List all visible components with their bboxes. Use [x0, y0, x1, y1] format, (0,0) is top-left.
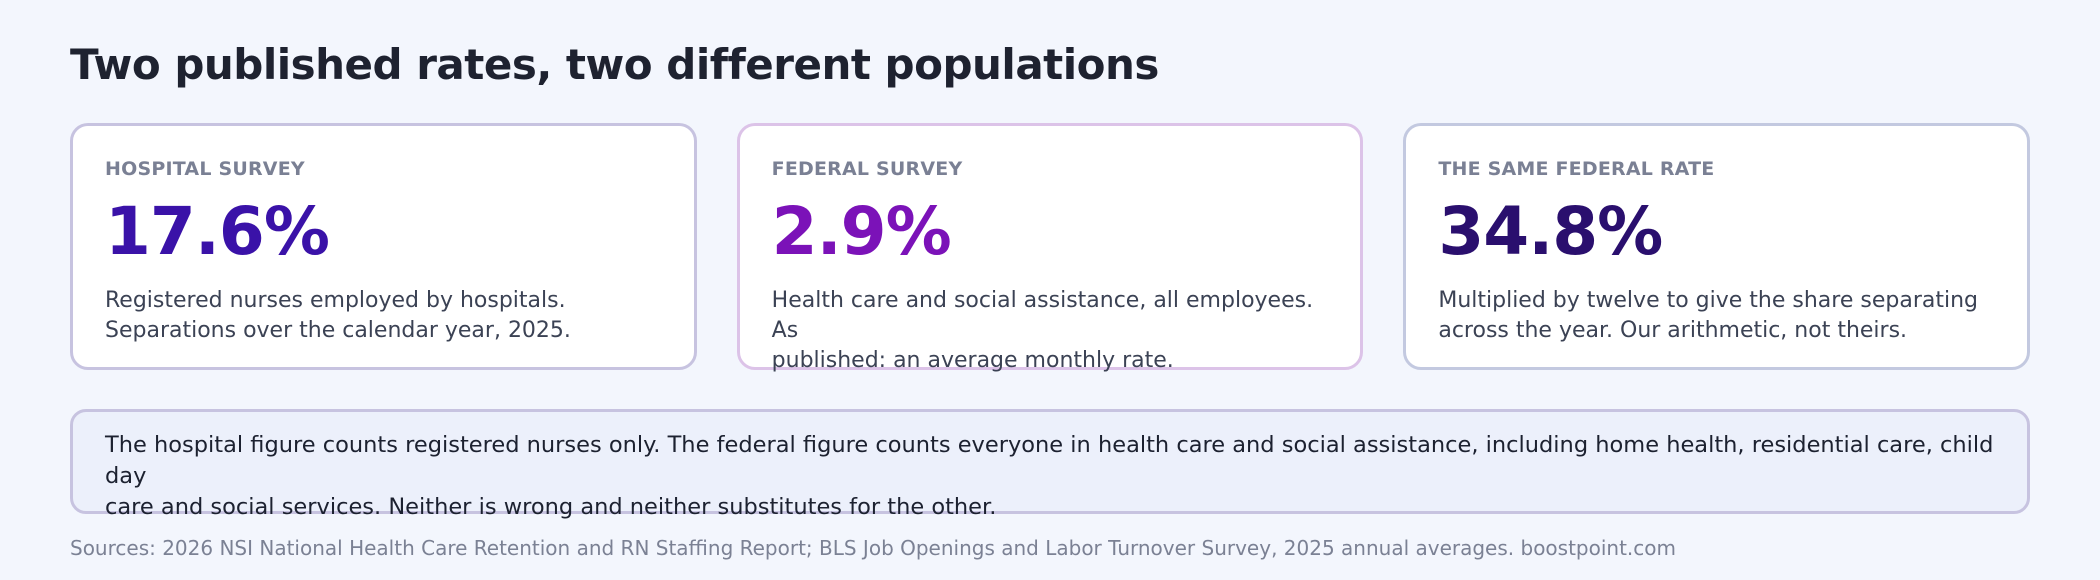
- hospital-survey-card: HOSPITAL SURVEY 17.6% Registered nurses …: [70, 123, 697, 370]
- card-description-line: published: an average monthly rate.: [771, 348, 1174, 373]
- stat-cards: HOSPITAL SURVEY 17.6% Registered nurses …: [70, 123, 2031, 373]
- note-line: The hospital figure counts registered nu…: [105, 432, 1994, 489]
- card-value: 34.8%: [1438, 193, 1663, 270]
- card-label: THE SAME FEDERAL RATE: [1438, 158, 1715, 180]
- card-description: Health care and social assistance, all e…: [772, 286, 1329, 376]
- card-value: 2.9%: [771, 193, 952, 270]
- federal-survey-card: FEDERAL SURVEY 2.9% Health care and soci…: [736, 123, 1364, 373]
- card-label: FEDERAL SURVEY: [771, 158, 963, 180]
- page-title: Two published rates, two different popul…: [70, 40, 1159, 89]
- card-description-line: Separations over the calendar year, 2025…: [105, 318, 571, 343]
- explanation-note: The hospital figure counts registered nu…: [70, 409, 2030, 520]
- card-description-line: Registered nurses employed by hospitals.: [105, 288, 566, 313]
- card-label: HOSPITAL SURVEY: [105, 158, 305, 180]
- card-description-line: Health care and social assistance, all e…: [771, 288, 1314, 343]
- sources-footnote: Sources: 2026 NSI National Health Care R…: [70, 536, 1677, 560]
- card-value: 17.6%: [105, 193, 330, 270]
- card-description: Registered nurses employed by hospitals.…: [105, 286, 662, 346]
- card-description-line: across the year. Our arithmetic, not the…: [1438, 318, 1908, 343]
- note-line: care and social services. Neither is wro…: [105, 494, 997, 520]
- card-description: Multiplied by twelve to give the share s…: [1438, 286, 1995, 346]
- same-federal-rate-card: THE SAME FEDERAL RATE 34.8% Multiplied b…: [1403, 123, 2031, 370]
- card-description-line: Multiplied by twelve to give the share s…: [1438, 288, 1978, 313]
